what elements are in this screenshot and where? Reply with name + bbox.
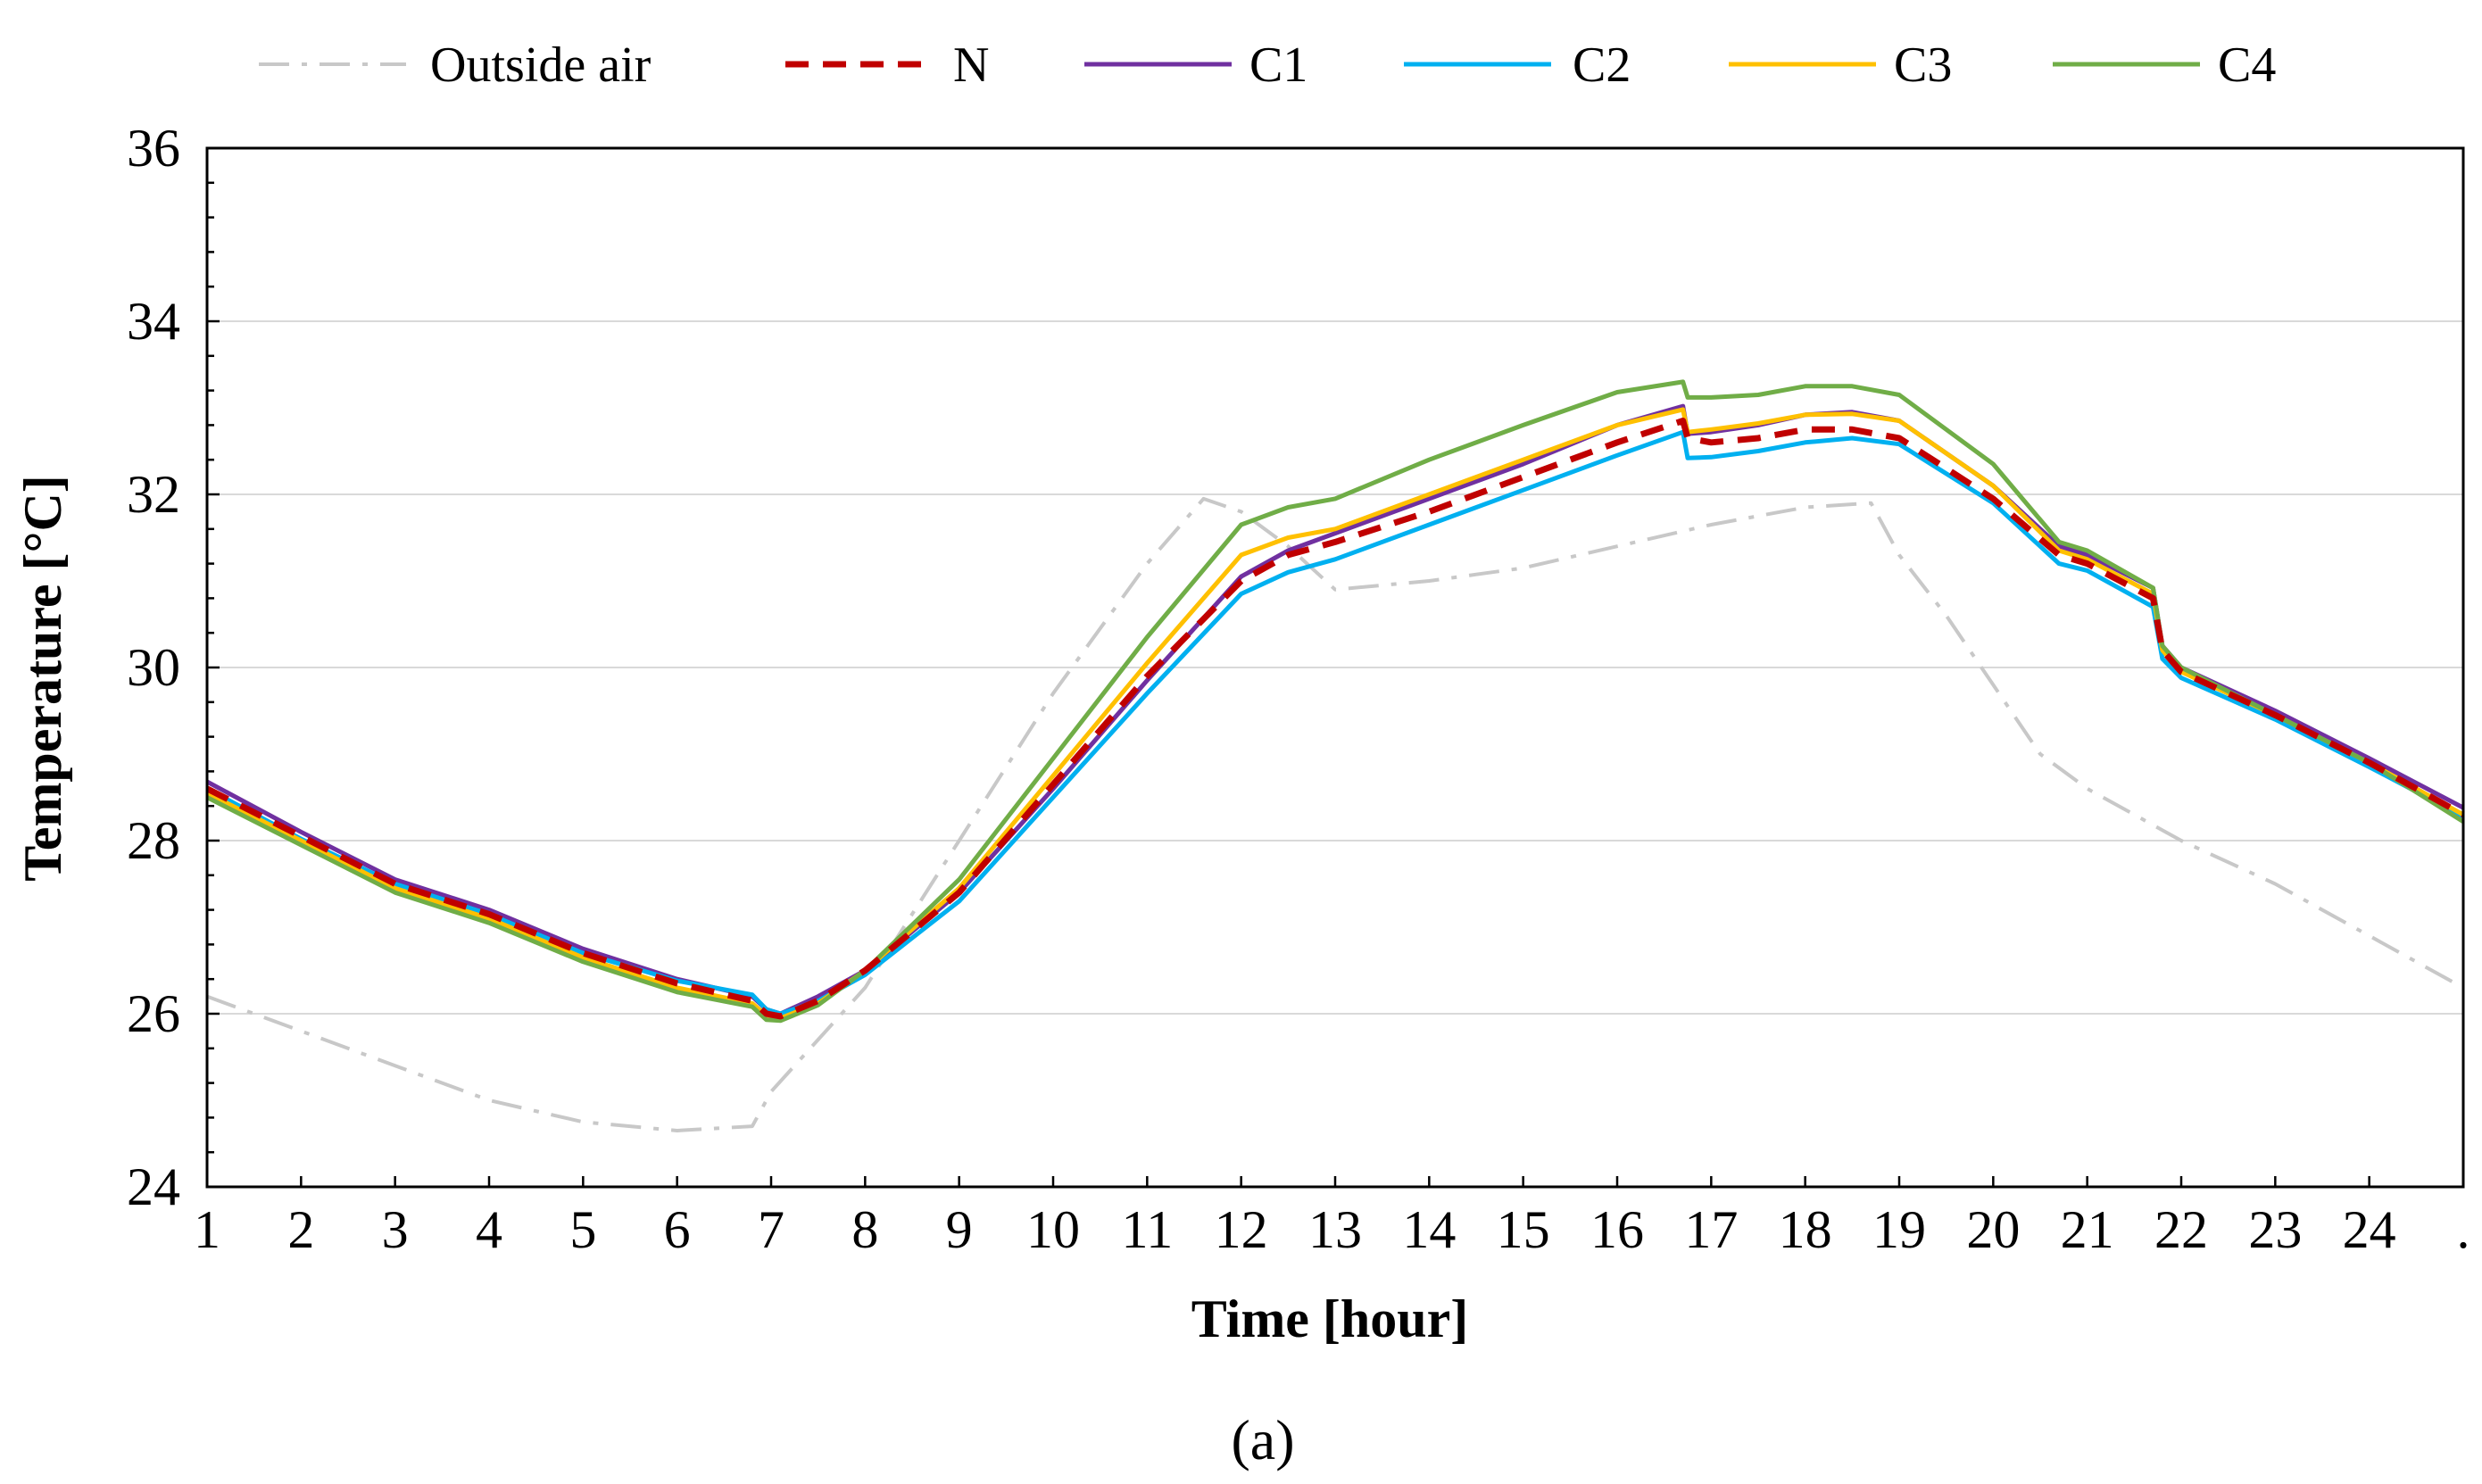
x-tick-label: 15 [1497,1200,1550,1259]
y-axis-title: Temperature [°C] [13,475,72,882]
x-tick-label: 16 [1590,1200,1644,1259]
x-tick-label: 24 [2343,1200,2396,1259]
x-tick-label: 21 [2061,1200,2114,1259]
series-lines [205,379,2465,1132]
x-tick-label: 3 [382,1200,409,1259]
y-tick-label: 28 [127,811,180,870]
x-tick-label: 4 [476,1200,502,1259]
x-tick-label: 10 [1026,1200,1080,1259]
x-tick-label: 5 [569,1200,596,1259]
y-tick-label: 24 [127,1157,180,1216]
x-tick-label: 20 [1966,1200,2020,1259]
y-tick-label: 32 [127,465,180,524]
axes [205,146,2465,1189]
legend-label-c2: C2 [1573,37,1631,93]
x-tick-label: 22 [2154,1200,2208,1259]
x-tick-label: . [2457,1200,2470,1259]
x-tick-label: 18 [1779,1200,1832,1259]
x-tick-label: 6 [664,1200,691,1259]
legend-label-c1: C1 [1249,37,1307,93]
legend-label-c3: C3 [1894,37,1952,93]
x-tick-label: 23 [2248,1200,2302,1259]
x-tick-label: 7 [758,1200,784,1259]
legend-label-c4: C4 [2218,37,2276,93]
x-tick-label: 12 [1215,1200,1268,1259]
series-line-c4 [205,379,2465,1024]
series-line-n [205,418,2465,1020]
legend: Outside air N C1 C2 C3 C4 [259,37,2276,93]
x-tick-label: 1 [194,1200,220,1259]
x-tick-label: 8 [851,1200,878,1259]
x-tick-labels: 1 2 3 4 5 6 7 8 9 10 11 12 13 14 15 16 17 18 19 20 21 22 23 24. [194,1200,2470,1259]
figure-caption: (a) [1231,1408,1294,1472]
x-tick-label: 2 [287,1200,314,1259]
y-tick-labels: 24 26 28 30 32 34 36 [127,119,180,1216]
legend-label-n: N [953,37,989,93]
legend-label-outside-air: Outside air [430,37,652,93]
y-tick-label: 30 [127,638,180,697]
series-line-outside-air [206,496,2464,1132]
x-tick-label: 9 [946,1200,973,1259]
series-line-c2 [205,429,2465,1016]
x-tick-label: 13 [1308,1200,1362,1259]
x-tick-label: 17 [1684,1200,1738,1259]
y-tick-label: 36 [127,119,180,178]
x-tick-label: 19 [1872,1200,1926,1259]
y-tick-label: 34 [127,292,180,351]
y-tick-label: 26 [127,984,180,1043]
x-axis-title: Time [hour] [1191,1289,1469,1348]
x-tick-label: 14 [1402,1200,1456,1259]
x-tick-label: 11 [1121,1200,1173,1259]
